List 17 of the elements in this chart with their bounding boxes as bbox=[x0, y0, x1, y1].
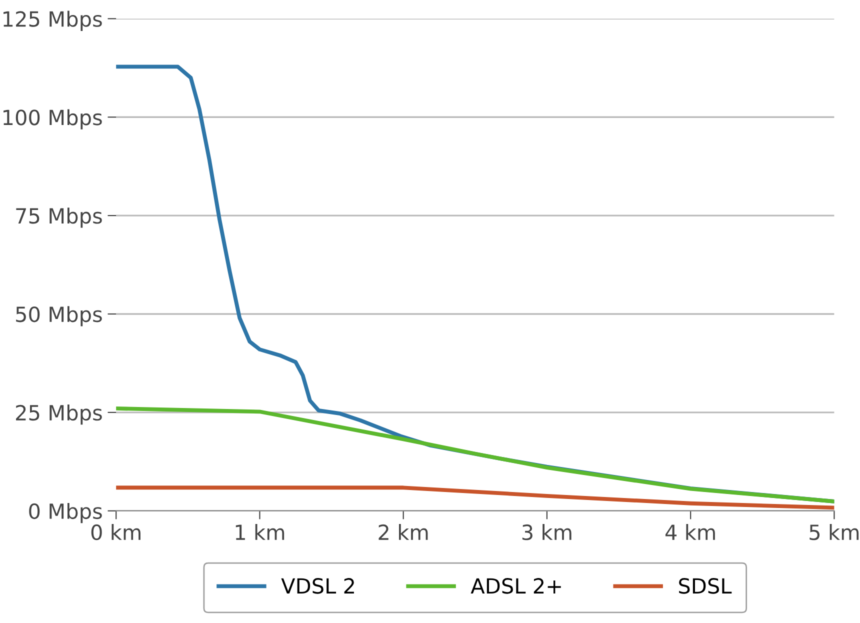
y-tick-label: 100 Mbps bbox=[4, 109, 102, 130]
line-series bbox=[116, 486, 834, 510]
legend-label: ADSL 2+ bbox=[470, 578, 561, 594]
x-tick-label: 4 km bbox=[665, 524, 715, 540]
legend-label: SDSL bbox=[679, 578, 732, 594]
y-tick-label: 25 Mbps bbox=[16, 404, 102, 425]
legend-label: VDSL 2 bbox=[281, 578, 354, 594]
x-tick-label: 0 km bbox=[91, 524, 140, 540]
y-tick-label: 125 Mbps bbox=[4, 10, 102, 31]
y-tick-label: 0 Mbps bbox=[29, 502, 102, 524]
x-tick-label: 5 km bbox=[810, 524, 859, 540]
y-tick-label: 50 Mbps bbox=[16, 306, 102, 326]
x-tick-label: 3 km bbox=[522, 524, 572, 540]
x-tick-label: 1 km bbox=[236, 524, 284, 540]
line-series bbox=[116, 406, 834, 504]
x-tick-label: 2 km bbox=[378, 524, 428, 540]
y-tick-label: 75 Mbps bbox=[16, 208, 102, 228]
